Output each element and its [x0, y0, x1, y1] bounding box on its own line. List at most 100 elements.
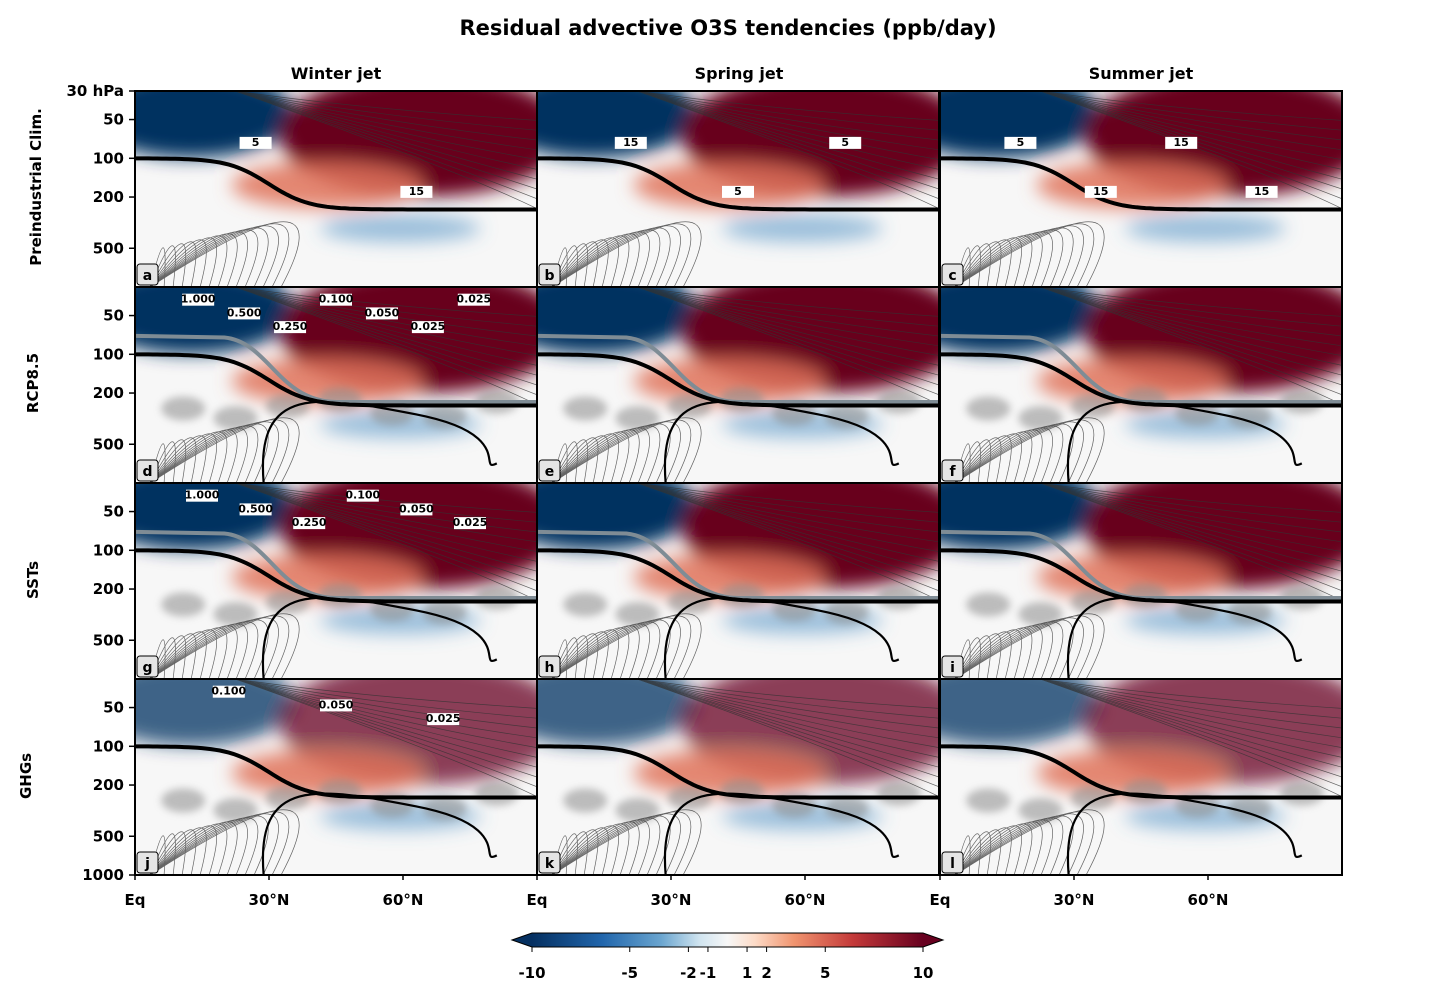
tropopause-line [940, 744, 1342, 800]
y-tick-label: 500 [93, 827, 124, 845]
color-field [940, 91, 1342, 242]
contour-label: 0.050 [319, 698, 354, 711]
colorbar-tick-label: 1 [742, 964, 752, 982]
contour-label: 0.025 [453, 516, 488, 529]
colorbar-tick-label: 5 [820, 964, 830, 982]
contour-label: 0.025 [456, 293, 491, 306]
contour-label: 0.250 [292, 516, 327, 529]
panel-label: j [144, 856, 150, 872]
contour-lines [954, 679, 1342, 875]
contour-label-bg [400, 185, 433, 198]
row-label-preindustrial: Preindustrial Clim. [27, 108, 45, 266]
colorbar-tick-label: -10 [518, 964, 545, 982]
panel-field [135, 679, 537, 875]
color-field [537, 91, 939, 242]
panel-field [940, 679, 1342, 875]
zero-contour [1066, 400, 1303, 483]
y-tick-label: 50 [103, 307, 124, 325]
panel-l: l [939, 678, 1343, 876]
significance-shading [563, 583, 921, 627]
tropopause-line [135, 352, 537, 408]
contour-label-bg [182, 293, 215, 306]
contour-label: 15 [409, 185, 424, 198]
y-tick-label: 200 [93, 580, 124, 598]
contour-label-bg [239, 136, 272, 149]
panel-label: f [949, 464, 956, 480]
contour-label-bg [1245, 185, 1278, 198]
panel-label-box [941, 655, 964, 678]
x-tick-label: Eq [930, 891, 951, 909]
contour-label: 5 [1017, 136, 1025, 149]
tropopause-line [135, 156, 537, 212]
contour-label: 0.050 [399, 502, 434, 515]
panel-label: e [545, 464, 555, 480]
x-axis: Eq 30°N 60°N Eq 30°N 60°N Eq 30°N 60°N [125, 874, 1228, 909]
contour-label-bg [274, 321, 307, 334]
column-title-spring: Spring jet [695, 64, 784, 83]
contour-label-bg [320, 293, 352, 306]
panel-g: 1.000 0.500 0.250 0.100 0.050 0.025 g [134, 482, 538, 680]
contour-label: 0.100 [319, 293, 354, 306]
contour-lines [954, 287, 1342, 483]
y-tick-label: 100 [93, 345, 124, 363]
contour-label-bg [346, 489, 379, 502]
panel-field [940, 287, 1342, 483]
panel-c: 5 15 15 15 c [939, 90, 1343, 288]
colorbar-tick-label: 10 [913, 964, 934, 982]
contour-label-bg [320, 699, 352, 712]
panel-j: 0.100 0.050 0.025 j [134, 678, 538, 876]
y-tick-label: 200 [93, 776, 124, 794]
panel-grid: 5 15 a 15 5 5 b 5 15 15 15 c 1.000 0.500 0.250 0.100 0.0… [134, 90, 1343, 876]
contour-label: 0.500 [227, 306, 262, 319]
column-title-winter: Winter jet [291, 64, 382, 83]
x-tick-label: 30°N [651, 891, 692, 909]
panel-field [537, 287, 939, 483]
contour-label: 15 [623, 136, 638, 149]
panel-frame [939, 678, 1343, 876]
contour-label-bg [829, 136, 862, 149]
colorbar-extend-high [923, 933, 943, 947]
contour-label-bg [411, 321, 444, 334]
row-label-ssts: SSTs [24, 561, 42, 599]
zero-contour [1066, 596, 1303, 679]
panel-label-box [538, 655, 561, 678]
contour-label: 5 [252, 136, 260, 149]
x-tick-label: 30°N [1054, 891, 1095, 909]
x-tick-label: Eq [125, 891, 146, 909]
panel-e: e [536, 286, 940, 484]
panel-label-box [538, 851, 561, 874]
zero-contour [261, 596, 498, 679]
zero-contour [663, 596, 900, 679]
panel-field [940, 91, 1342, 287]
contour-label: 0.025 [426, 712, 461, 725]
x-tick-label: 30°N [249, 891, 290, 909]
zero-contour [261, 400, 498, 483]
panel-label-box [538, 459, 561, 482]
row-label-rcp85: RCP8.5 [24, 353, 42, 413]
x-tick-label: 60°N [383, 891, 424, 909]
contour-label-bg [1165, 136, 1198, 149]
panel-k: k [536, 678, 940, 876]
contour-label-bg [1004, 136, 1037, 149]
contour-lines [149, 287, 537, 483]
y-tick-label: 30 hPa [67, 82, 125, 100]
colorbar-tick-label: -2 [680, 964, 697, 982]
tropopause-line [537, 548, 939, 604]
panel-label-box [941, 263, 964, 286]
contour-label-bg [293, 517, 326, 530]
contour-label: 0.100 [345, 489, 380, 502]
panel-h: h [536, 482, 940, 680]
contour-lines [954, 483, 1342, 679]
contour-label: 1.000 [181, 293, 216, 306]
y-tick-label: 500 [93, 239, 124, 257]
y-axis: 30 hPa 50 100 200 500 50 100 200 500 50 100 200 500 5… [67, 82, 135, 884]
panel-label: l [950, 856, 955, 872]
contour-label: 5 [841, 136, 849, 149]
y-tick-label: 100 [93, 149, 124, 167]
contour-label-bg [212, 685, 245, 698]
contour-label-bg [457, 293, 490, 306]
colorbar: -10 -5 -2 -1 1 2 5 10 [510, 932, 945, 982]
color-field [537, 679, 939, 830]
y-tick-label: 1000 [82, 866, 124, 884]
contour-label: 0.500 [238, 502, 273, 515]
